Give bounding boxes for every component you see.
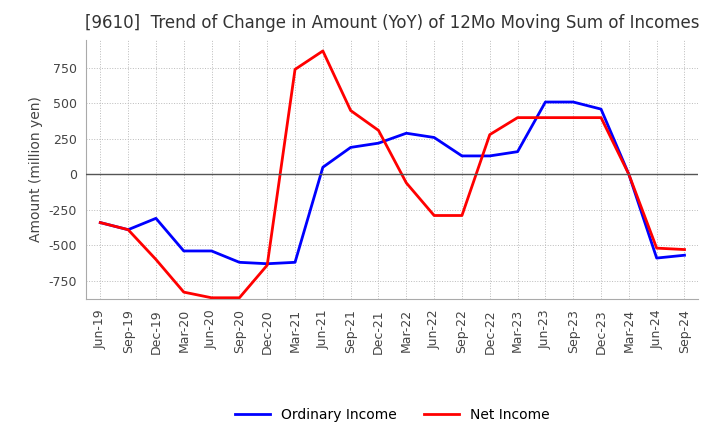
Net Income <box>485 132 494 137</box>
Ordinary Income <box>402 131 410 136</box>
Ordinary Income <box>680 253 689 258</box>
Ordinary Income <box>346 145 355 150</box>
Net Income <box>402 180 410 186</box>
Net Income <box>207 295 216 301</box>
Net Income <box>96 220 104 225</box>
Net Income <box>374 128 383 133</box>
Net Income <box>179 290 188 295</box>
Line: Ordinary Income: Ordinary Income <box>100 102 685 264</box>
Net Income <box>430 213 438 218</box>
Net Income <box>458 213 467 218</box>
Net Income <box>652 246 661 251</box>
Ordinary Income <box>124 227 132 232</box>
Y-axis label: Amount (million yen): Amount (million yen) <box>29 96 42 242</box>
Ordinary Income <box>652 256 661 261</box>
Net Income <box>291 67 300 72</box>
Net Income <box>513 115 522 120</box>
Title: [9610]  Trend of Change in Amount (YoY) of 12Mo Moving Sum of Incomes: [9610] Trend of Change in Amount (YoY) o… <box>85 15 700 33</box>
Ordinary Income <box>318 165 327 170</box>
Ordinary Income <box>513 149 522 154</box>
Ordinary Income <box>597 106 606 112</box>
Net Income <box>124 227 132 232</box>
Net Income <box>318 48 327 54</box>
Line: Net Income: Net Income <box>100 51 685 298</box>
Ordinary Income <box>430 135 438 140</box>
Ordinary Income <box>263 261 271 266</box>
Ordinary Income <box>291 260 300 265</box>
Ordinary Income <box>485 153 494 158</box>
Ordinary Income <box>235 260 243 265</box>
Ordinary Income <box>458 153 467 158</box>
Net Income <box>263 263 271 268</box>
Ordinary Income <box>152 216 161 221</box>
Ordinary Income <box>541 99 550 105</box>
Ordinary Income <box>96 220 104 225</box>
Net Income <box>541 115 550 120</box>
Net Income <box>235 295 243 301</box>
Net Income <box>569 115 577 120</box>
Ordinary Income <box>569 99 577 105</box>
Net Income <box>597 115 606 120</box>
Ordinary Income <box>374 140 383 146</box>
Net Income <box>680 247 689 252</box>
Net Income <box>346 108 355 113</box>
Ordinary Income <box>179 248 188 253</box>
Ordinary Income <box>624 172 633 177</box>
Net Income <box>624 172 633 177</box>
Ordinary Income <box>207 248 216 253</box>
Legend: Ordinary Income, Net Income: Ordinary Income, Net Income <box>230 402 555 427</box>
Net Income <box>152 257 161 262</box>
